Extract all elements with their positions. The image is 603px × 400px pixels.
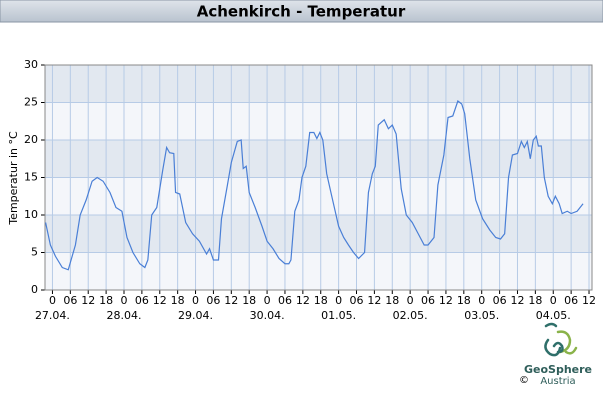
x-tick-label: 06 [564, 294, 578, 307]
date-label: 01.05. [321, 309, 356, 322]
copyright: © [519, 375, 529, 386]
grid-band [45, 140, 592, 178]
y-tick-label: 5 [31, 246, 38, 259]
x-tick-label: 06 [493, 294, 507, 307]
x-tick-label: 06 [278, 294, 292, 307]
x-tick-label: 12 [296, 294, 310, 307]
x-tick-label: 0 [407, 294, 414, 307]
x-tick-label: 18 [314, 294, 328, 307]
x-tick-label: 12 [439, 294, 453, 307]
grid-band [45, 102, 592, 140]
x-tick-label: 12 [153, 294, 167, 307]
date-label: 02.05. [393, 309, 428, 322]
grid-band [45, 215, 592, 253]
logo [544, 322, 578, 357]
x-tick-label: 0 [120, 294, 127, 307]
x-tick-label: 0 [192, 294, 199, 307]
x-tick-label: 0 [550, 294, 557, 307]
date-label: 30.04. [250, 309, 285, 322]
x-tick-label: 12 [81, 294, 95, 307]
data-line [45, 100, 584, 271]
chart-title: Achenkirch - Temperatur [197, 3, 406, 21]
x-tick-label: 12 [510, 294, 524, 307]
y-tick-label: 15 [24, 171, 38, 184]
x-tick-label: 06 [206, 294, 220, 307]
y-tick-label: 0 [31, 283, 38, 296]
x-tick-label: 12 [367, 294, 381, 307]
x-tick-label: 0 [478, 294, 485, 307]
x-tick-label: 06 [350, 294, 364, 307]
y-tick-label: 25 [24, 96, 38, 109]
x-tick-label: 12 [224, 294, 238, 307]
plot-border [44, 64, 593, 291]
y-tick-label: 10 [24, 208, 38, 221]
x-tick-label: 18 [528, 294, 542, 307]
x-tick-label: 0 [264, 294, 271, 307]
x-tick-label: 18 [171, 294, 185, 307]
date-label: 03.05. [464, 309, 499, 322]
grid-band [45, 252, 592, 290]
date-label: 04.05. [536, 309, 571, 322]
x-tick-label: 06 [63, 294, 77, 307]
x-tick-label: 18 [457, 294, 471, 307]
y-tick-label: 30 [24, 58, 38, 71]
date-label: 28.04. [106, 309, 141, 322]
x-tick-label: 0 [49, 294, 56, 307]
x-tick-label: 06 [421, 294, 435, 307]
x-tick-label: 18 [242, 294, 256, 307]
logo-brand: GeoSphere [524, 363, 592, 376]
date-label: 29.04. [178, 309, 213, 322]
title-bar [0, 0, 603, 23]
x-tick-label: 18 [385, 294, 399, 307]
y-axis-label: Temperatur in °C [7, 131, 20, 226]
y-tick-label: 20 [24, 133, 38, 146]
grid-band [45, 65, 592, 103]
plot-area [45, 64, 592, 291]
x-tick-label: 06 [135, 294, 149, 307]
date-label: 27.04. [35, 309, 70, 322]
x-tick-label: 18 [99, 294, 113, 307]
x-tick-label: 0 [335, 294, 342, 307]
logo-sub: Austria [540, 376, 575, 387]
x-tick-label: 12 [582, 294, 596, 307]
grid-band [45, 177, 592, 215]
